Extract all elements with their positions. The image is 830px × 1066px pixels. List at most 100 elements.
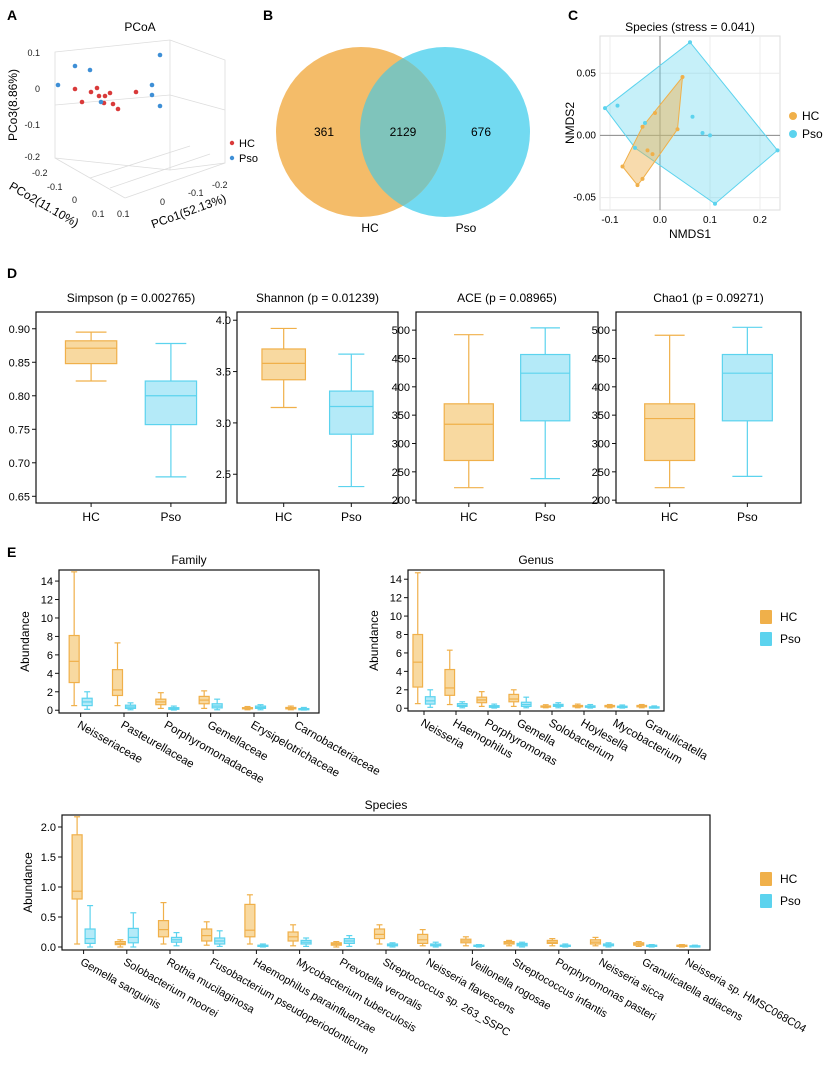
alpha-pso-box [328,390,374,435]
alpha-y-tick: 0.90 [9,324,30,336]
abundance-species-legend-pso-swatch [760,894,772,908]
species-chart: Species 0.0 0.5 1.0 1.5 2.0 Abundance Gemella s… [21,798,808,1057]
alpha-chart-simpson: Simpson (p = 0.002765) 0.65 0.70 0.75 0.80 0.… [9,291,227,524]
pcoa-point-pso [157,103,163,109]
pcoa-x-tick: -0.1 [188,188,204,198]
family-hc-box [111,669,124,697]
panel-label-b: B [263,7,273,23]
pcoa-z-label: PCo3(8.86%) [6,69,20,141]
pcoa-legend-pso: Pso [239,153,258,165]
family-x-tick: Pasteurellaceae [119,719,196,771]
species-hc-box [373,928,386,940]
species-y-tick: 0.0 [41,942,56,954]
nmds-y-tick: -0.05 [573,193,596,204]
abundance-top-legend-pso-swatch [760,632,772,646]
pcoa-x-tick: 0.1 [117,209,130,219]
pcoa-point-hc [133,89,139,95]
family-frame [58,569,320,714]
alpha-pso-box [144,380,198,426]
abundance-species-legend-hc-swatch [760,872,772,886]
alpha-x-tick: HC [460,510,478,524]
nmds-point-hc [635,183,640,188]
pcoa-point-pso [149,82,155,88]
pcoa-y-tick: -0.1 [47,182,63,192]
genus-y-tick: 8 [396,630,402,642]
nmds-plot-area [599,35,781,211]
alpha-chart-frame [415,311,599,504]
abundance-top-legend-hc: HC [780,610,798,624]
nmds-x-tick: -0.1 [601,215,619,226]
alpha-y-tick: 350 [392,410,410,422]
alpha-y-tick: 4.0 [216,315,231,327]
panel-label-c: C [568,7,578,23]
pcoa-point-hc [88,89,94,95]
pcoa-point-pso [87,67,93,73]
nmds-point-hc [675,127,680,132]
alpha-x-tick: Pso [535,510,556,524]
species-pso-box [127,927,139,944]
family-y-label: Abundance [18,611,32,672]
genus-chart: Genus02468101214AbundanceNeisseriaHaemop… [367,553,710,768]
panel-label-e: E [7,544,16,560]
alpha-diversity-charts: Simpson (p = 0.002765) 0.65 0.70 0.75 0.80 0.… [9,291,802,524]
pcoa-x-tick: -0.2 [212,180,228,190]
nmds-y-label: NMDS2 [563,102,577,144]
species-hc-box [71,834,83,900]
genus-hc-box [508,693,520,703]
alpha-chart-ace: ACE (p = 0.08965) 200 250 300 350 400 450 500 HC… [392,291,599,524]
nmds-point-pso [690,114,695,119]
pcoa-point-hc [94,85,100,91]
genus-y-tick: 4 [396,666,402,678]
abundance-top-legend-pso: Pso [780,632,801,646]
panel-label-d: D [7,265,17,281]
alpha-x-tick: HC [82,510,100,524]
pcoa-y-tick: 0.1 [92,209,105,219]
abundance-charts: Family02468101214AbundanceNeisseriaceaeP… [18,553,808,1057]
genus-hc-box [412,633,424,688]
genus-y-label: Abundance [367,610,381,671]
genus-y-tick: 12 [390,593,402,605]
genus-y-tick: 2 [396,685,402,697]
venn-only-pso: 676 [471,125,491,139]
species-hc-box [417,933,429,945]
nmds-legend-hc: HC [802,109,820,123]
nmds-x-tick: 0.2 [753,215,767,226]
genus-y-tick: 6 [396,648,402,660]
family-y-tick: 4 [47,668,53,680]
nmds-point-hc [620,164,625,169]
abundance-species-legend-pso: Pso [780,894,801,908]
abundance-top-legend-hc-swatch [760,610,772,624]
family-y-tick: 14 [41,576,53,588]
family-y-tick: 8 [47,631,53,643]
pcoa-y-tick: 0 [72,195,77,205]
pcoa-point-pso [149,92,155,98]
genus-frame [407,569,665,712]
alpha-y-tick: 0.85 [9,357,30,369]
alpha-chart-chao1: Chao1 (p = 0.09271) 200 250 300 350 400 450 500… [592,291,802,524]
family-y-tick: 2 [47,687,53,699]
family-hc-box [68,634,80,684]
nmds-y-tick: 0.00 [577,130,597,141]
pcoa-legend-hc: HC [239,138,255,150]
pcoa-legend-pso-marker [229,155,235,161]
nmds-point-hc [640,176,645,181]
venn-label-pso: Pso [456,221,477,235]
pcoa-z-tick: 0 [35,84,40,94]
nmds-point-hc [680,75,685,80]
pcoa-point-hc [72,86,78,92]
nmds-title: Species (stress = 0.041) [625,20,755,34]
alpha-hc-box [644,403,696,462]
species-y-tick: 2.0 [41,822,56,834]
nmds-chart: Species (stress = 0.041) -0.1 0.0 0.1 0.2 0.0… [563,20,823,241]
alpha-y-tick: 0.65 [9,491,30,503]
species-x-tick: Gemella sanguinis [78,956,163,1012]
pcoa-points [55,52,163,112]
nmds-point-hc [650,152,655,157]
pcoa-title: PCoA [124,20,155,34]
alpha-y-tick: 250 [592,467,610,479]
pcoa-z-tick: 0.1 [27,48,40,58]
family-y-tick: 0 [47,705,53,717]
pcoa-point-pso [98,99,104,105]
alpha-pso-box [721,353,773,422]
alpha-chart-frame [35,311,227,504]
